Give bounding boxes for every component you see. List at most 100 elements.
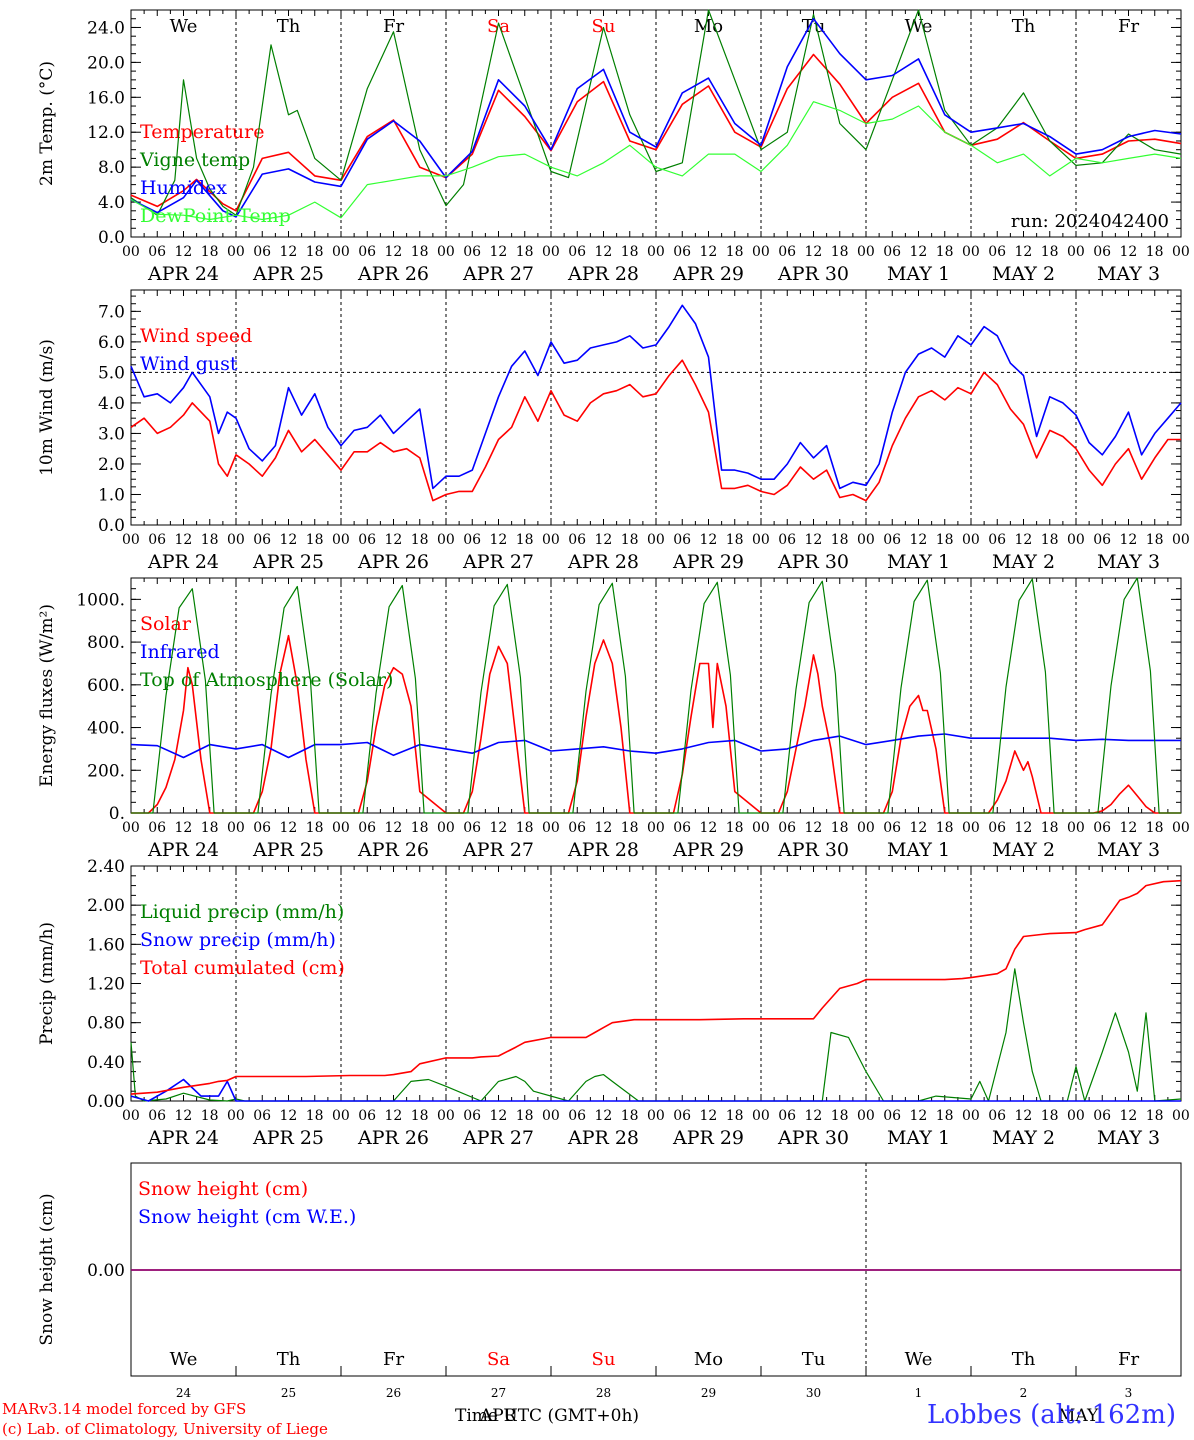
hour-tick-label: 12	[175, 532, 193, 548]
weekday-label: Fr	[383, 1349, 404, 1370]
hour-tick-label: 12	[595, 820, 613, 836]
legend-entry: Snow height (cm)	[138, 1178, 308, 1200]
legend-entry: Top of Atmosphere (Solar)	[140, 669, 393, 691]
y-tick-label: 1000.	[76, 590, 125, 610]
station-label: Lobbes (alt: 162m)	[926, 1400, 1176, 1430]
hour-tick-label: 00	[1067, 244, 1085, 260]
hour-tick-label: 06	[568, 244, 586, 260]
hour-tick-label: 06	[568, 820, 586, 836]
hour-tick-label: 18	[411, 532, 429, 548]
hour-tick-label: 00	[542, 1108, 560, 1124]
day-label: MAY 1	[887, 1127, 950, 1149]
day-label: APR 24	[147, 1127, 219, 1149]
hour-tick-label: 12	[175, 244, 193, 260]
series-line-green	[130, 9, 1182, 216]
day-number-label: 30	[806, 1386, 821, 1400]
hour-tick-label: 00	[122, 1108, 140, 1124]
hour-tick-label: 18	[306, 820, 324, 836]
hour-tick-label: 18	[516, 532, 534, 548]
day-label: APR 25	[252, 263, 324, 285]
hour-tick-label: 00	[227, 820, 245, 836]
hour-tick-label: 18	[306, 1108, 324, 1124]
hour-tick-label: 06	[148, 1108, 166, 1124]
day-number-label: 29	[701, 1386, 716, 1400]
hour-tick-label: 18	[201, 820, 219, 836]
hour-tick-label: 06	[883, 820, 901, 836]
day-number-label: 1	[915, 1386, 923, 1400]
series-line-blue	[130, 1078, 1181, 1102]
weekday-label: Th	[1012, 16, 1036, 37]
day-label: APR 29	[672, 839, 744, 861]
hour-tick-label: 18	[201, 244, 219, 260]
day-label: MAY 3	[1097, 1127, 1160, 1149]
y-tick-label: 20.0	[87, 53, 125, 73]
hour-tick-label: 18	[726, 1108, 744, 1124]
day-label: MAY 2	[992, 551, 1055, 573]
hour-tick-label: 12	[280, 1108, 298, 1124]
hour-tick-label: 00	[647, 532, 665, 548]
day-label: MAY 2	[992, 839, 1055, 861]
hour-tick-label: 00	[122, 244, 140, 260]
day-number-label: 25	[281, 1386, 296, 1400]
hour-tick-label: 00	[962, 1108, 980, 1124]
y-tick-label: 12.0	[87, 123, 125, 143]
hour-tick-label: 00	[437, 820, 455, 836]
weekday-label: Sa	[487, 16, 510, 37]
hour-tick-label: 18	[621, 820, 639, 836]
hour-tick-label: 00	[227, 532, 245, 548]
y-tick-label: 3.0	[98, 424, 125, 444]
day-label: APR 27	[462, 839, 534, 861]
weekday-label: Th	[277, 16, 301, 37]
hour-tick-label: 00	[647, 820, 665, 836]
hour-tick-label: 18	[1146, 820, 1164, 836]
hour-tick-label: 00	[857, 1108, 875, 1124]
weekday-label: Mo	[694, 1349, 723, 1370]
hour-tick-label: 06	[1093, 244, 1111, 260]
hour-tick-label: 12	[910, 820, 928, 836]
hour-tick-label: 00	[437, 532, 455, 548]
y-tick-label: 0.	[109, 804, 125, 824]
hour-tick-label: 12	[910, 532, 928, 548]
day-label: APR 28	[567, 263, 639, 285]
hour-tick-label: 00	[542, 244, 560, 260]
hour-tick-label: 06	[673, 244, 691, 260]
hour-tick-label: 18	[411, 820, 429, 836]
hour-tick-label: 06	[253, 532, 271, 548]
hour-tick-label: 06	[673, 532, 691, 548]
hour-tick-label: 12	[175, 820, 193, 836]
hour-tick-label: 18	[831, 532, 849, 548]
x-axis-title: Time UTC (GMT+0h)	[455, 1406, 640, 1426]
y-tick-label: 7.0	[98, 302, 125, 322]
hour-tick-label: 18	[1146, 244, 1164, 260]
hour-tick-label: 18	[411, 1108, 429, 1124]
series-line-red	[130, 53, 1182, 212]
y-tick-label: 0.0	[98, 516, 125, 536]
hour-tick-label: 00	[962, 532, 980, 548]
hour-tick-label: 00	[1067, 1108, 1085, 1124]
day-label: APR 27	[462, 551, 534, 573]
hour-tick-label: 12	[490, 532, 508, 548]
y-tick-label: 8.0	[98, 158, 125, 178]
hour-tick-label: 18	[621, 244, 639, 260]
y-tick-label: 24.0	[87, 18, 125, 38]
hour-tick-label: 00	[437, 1108, 455, 1124]
hour-tick-label: 06	[358, 820, 376, 836]
hour-tick-label: 00	[1067, 820, 1085, 836]
day-number-label: 26	[386, 1386, 401, 1400]
hour-tick-label: 06	[1093, 532, 1111, 548]
hour-tick-label: 12	[910, 1108, 928, 1124]
hour-tick-label: 18	[726, 820, 744, 836]
weekday-label: Sa	[487, 1349, 510, 1370]
hour-tick-label: 00	[122, 820, 140, 836]
legend-entry: Vigne temp	[139, 149, 250, 171]
hour-tick-label: 18	[621, 532, 639, 548]
hour-tick-label: 06	[988, 1108, 1006, 1124]
legend-entry: DewPoint Temp	[140, 205, 291, 227]
hour-tick-label: 00	[542, 532, 560, 548]
hour-tick-label: 18	[936, 1108, 954, 1124]
hour-tick-label: 12	[385, 532, 403, 548]
hour-tick-label: 18	[411, 244, 429, 260]
hour-tick-label: 12	[1120, 820, 1138, 836]
hour-tick-label: 18	[1041, 532, 1059, 548]
